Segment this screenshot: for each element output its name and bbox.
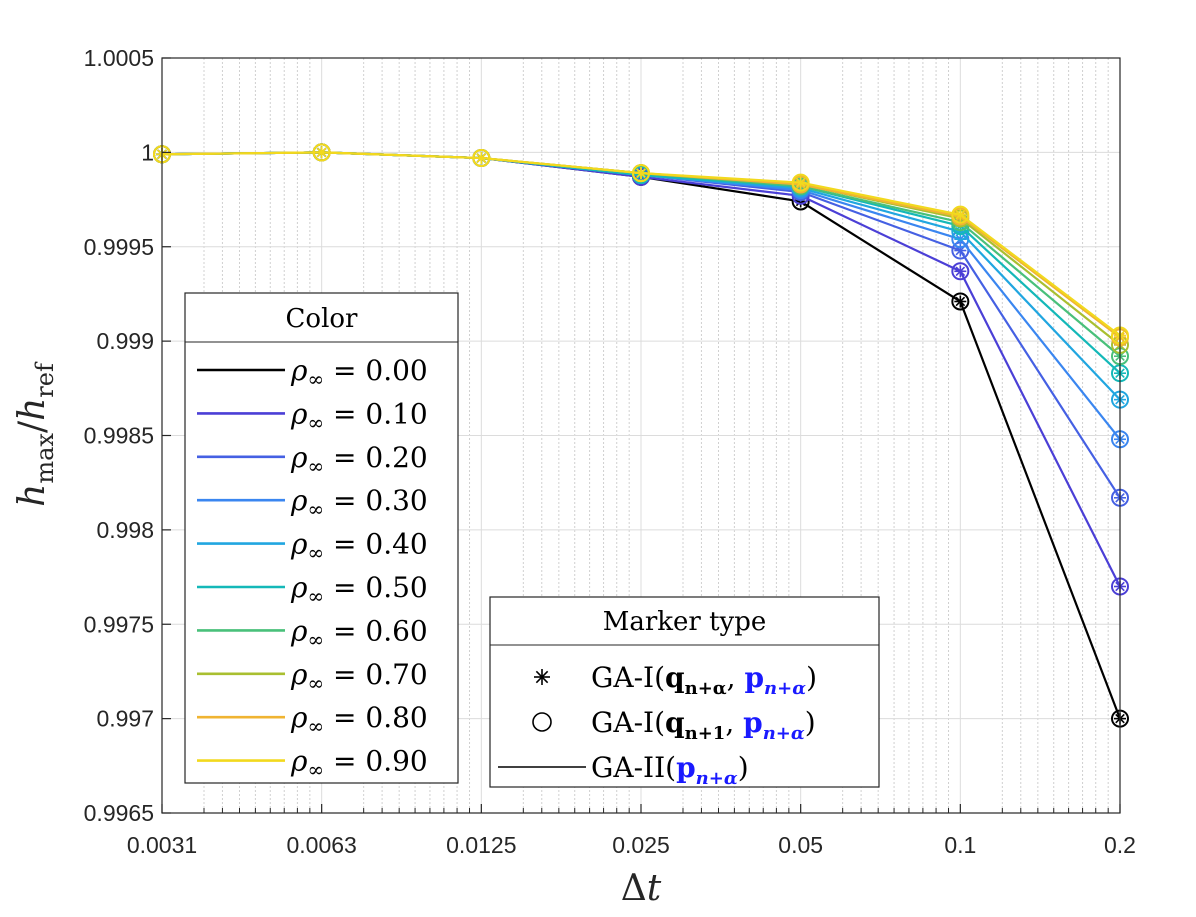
y-axis-label: hmax/href	[12, 361, 59, 507]
legend-color-label: ρ∞ = 0.30	[290, 484, 428, 521]
data-point-circle	[312, 143, 331, 162]
legend-marker-circle	[532, 712, 552, 732]
legend-marker-title: Marker type	[603, 607, 767, 637]
data-point-asterisk	[794, 176, 807, 189]
legend-color-label: ρ∞ = 0.10	[290, 397, 428, 434]
data-point-circle	[632, 164, 650, 183]
y-tick-label: 0.997	[96, 706, 154, 732]
y-tick-label: 0.999	[96, 328, 154, 354]
y-tick-label: 1	[141, 139, 154, 165]
legend-marker-label: GA-I(qn+α, pn+α)	[591, 661, 817, 699]
x-tick-label: 0.05	[778, 832, 823, 858]
legend-marker-label: GA-II(pn+α)	[591, 751, 749, 789]
y-tick-label: 0.9975	[84, 611, 154, 637]
data-point-circle	[791, 173, 810, 192]
legend-color-label: ρ∞ = 0.20	[290, 441, 428, 478]
data-point-circle	[951, 292, 970, 311]
legend-color-label: ρ∞ = 0.80	[290, 701, 428, 738]
data-point-asterisk	[315, 146, 328, 159]
legend-color-label: ρ∞ = 0.40	[290, 528, 428, 565]
legend-color: Color ρ∞ = 0.00 ρ∞ = 0.10 ρ∞ = 0.20 ρ∞ = 0.3…	[184, 292, 459, 784]
legend-color-label: ρ∞ = 0.00	[290, 354, 428, 391]
x-tick-label: 0.2	[1104, 832, 1136, 858]
data-point-asterisk	[635, 167, 647, 180]
data-point-circle	[472, 149, 491, 168]
legend-color-label: ρ∞ = 0.50	[290, 571, 428, 608]
x-axis-label: Δt	[621, 868, 662, 909]
y-tick-label: 1.0005	[84, 45, 154, 71]
x-tick-label: 0.0031	[127, 832, 197, 858]
x-tick-label: 0.1	[944, 832, 976, 858]
y-axis-label-text: hmax/href	[12, 361, 59, 507]
legend-color-title: Color	[286, 304, 359, 334]
axis-ticks: 0.0031 0.0063 0.0125 0.025 0.05 0.1 0.2 0.9965 0…	[84, 45, 1136, 858]
x-axis-label-text: Δt	[621, 868, 662, 909]
data-point-asterisk	[954, 265, 967, 278]
data-point-circle	[951, 262, 970, 281]
legend-marker: Marker type GA-I(qn+α, pn+α) GA-I(qn+1, pn…	[489, 596, 880, 789]
x-tick-label: 0.0125	[446, 832, 516, 858]
y-tick-label: 0.9985	[84, 423, 154, 449]
data-point-asterisk	[475, 152, 488, 165]
legend-marker-box	[489, 596, 880, 788]
data-point-asterisk	[954, 208, 967, 221]
x-tick-label: 0.025	[612, 832, 670, 858]
y-tick-label: 0.9995	[84, 234, 154, 260]
x-tick-label: 0.0063	[286, 832, 356, 858]
legend-color-box	[184, 292, 459, 784]
data-point-asterisk	[954, 295, 967, 308]
legend-marker-label: GA-I(qn+1, pn+α)	[591, 706, 816, 744]
legend-color-label: ρ∞ = 0.90	[290, 745, 428, 782]
legend-color-label: ρ∞ = 0.60	[290, 614, 428, 651]
y-tick-label: 0.9965	[84, 800, 154, 826]
data-point-circle	[951, 205, 970, 224]
legend-color-label: ρ∞ = 0.70	[290, 658, 428, 695]
legend-marker-asterisk	[534, 669, 550, 685]
y-tick-label: 0.998	[96, 517, 154, 543]
